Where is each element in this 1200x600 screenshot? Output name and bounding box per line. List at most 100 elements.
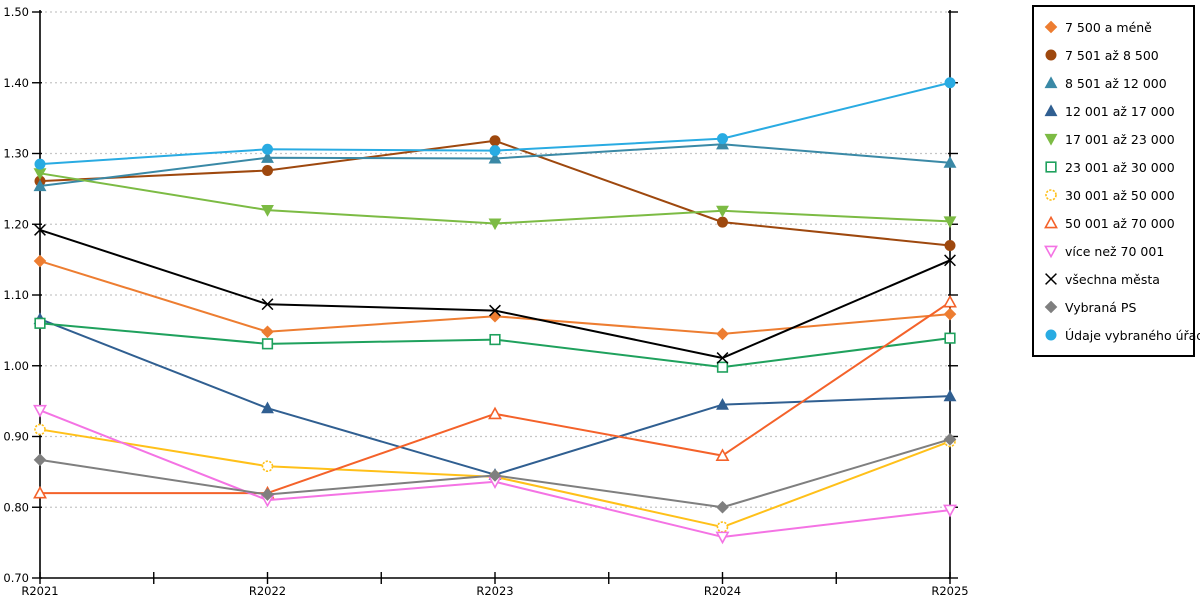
data-point-size-17001-23000-R2022 [261,205,274,217]
legend-label: 12 001 až 17 000 [1065,103,1175,119]
data-point-size-7500-and-less-R2022 [261,325,274,339]
legend-label: Vybraná PS [1065,299,1137,315]
data-point-size-23001-30000-R2023 [489,333,501,346]
legend-item-size-30001-50000: 30 001 až 50 000 [1043,184,1185,206]
y-tick-label: 1.20 [3,217,29,231]
data-point-size-7501-8500-R2022 [262,164,273,176]
data-point-selected-ps-R2023 [488,469,502,482]
data-point-size-7500-and-less-R2025 [943,307,957,321]
legend-item-size-12001-17000: 12 001 až 17 000 [1043,100,1185,122]
data-point-selected-office-data-R2021 [34,158,46,170]
legend-item-size-17001-23000: 17 001 až 23 000 [1043,128,1185,150]
data-point-size-7500-and-less-R2024 [716,327,729,341]
legend: 7 500 a méně 7 501 až 8 500 8 501 až 12 00… [1032,5,1200,357]
series-selected-office-data [34,77,956,170]
data-point-size-more-than-70001-R2025 [943,504,957,518]
data-point-selected-office-data-R2023 [489,145,501,157]
legend-marker-circle-icon [1043,327,1059,343]
data-point-size-23001-30000-R2022 [261,338,274,350]
data-point-size-12001-17000-R2022 [261,401,274,414]
legend-label: Údaje vybraného úřadu [1065,327,1200,343]
data-point-size-7501-8500-R2023 [489,135,501,147]
legend-marker-diamond-icon [1043,299,1059,315]
y-tick-label: 0.80 [3,500,29,514]
data-point-size-more-than-70001-R2021 [33,404,47,418]
data-point-size-8501-12000-R2025 [943,156,957,168]
data-point-all-cities-R2021 [34,223,46,236]
data-point-size-12001-17000-R2024 [716,398,729,410]
data-point-selected-ps-R2022 [261,488,274,501]
data-point-size-50001-70000-R2023 [488,406,502,420]
data-point-selected-ps-R2024 [716,500,729,514]
data-point-size-more-than-70001-R2024 [715,531,730,545]
legend-item-selected-office-data: Údaje vybraného úřadu [1043,324,1200,346]
series-size-more-than-70001 [33,404,957,545]
legend-label: 30 001 až 50 000 [1065,187,1175,203]
y-tick-label: 1.00 [3,359,29,373]
legend-label: 23 001 až 30 000 [1065,159,1175,175]
legend-marker-triangle-down-icon [1043,243,1059,259]
data-point-selected-ps-R2025 [943,433,957,446]
data-point-all-cities-R2023 [489,304,501,317]
data-point-selected-office-data-R2024 [717,133,728,145]
data-point-size-50001-70000-R2024 [715,448,730,462]
legend-item-size-7501-8500: 7 501 až 8 500 [1043,44,1185,66]
legend-item-size-7500-and-less: 7 500 a méně [1043,16,1185,38]
data-point-size-50001-70000-R2025 [943,294,957,308]
y-tick-label: 1.30 [3,147,29,161]
data-point-all-cities-R2025 [944,254,956,267]
x-tick-label-R2024: R2024 [704,584,741,598]
legend-marker-x-icon [1043,271,1059,287]
data-point-size-30001-50000-R2022 [261,460,274,473]
data-point-size-17001-23000-R2025 [943,216,957,229]
legend-item-size-23001-30000: 23 001 až 30 000 [1043,156,1185,178]
x-tick-label-R2023: R2023 [476,584,513,598]
legend-marker-triangle-up-icon [1043,75,1059,91]
data-point-selected-office-data-R2025 [944,77,956,89]
data-point-size-8501-12000-R2021 [33,179,47,192]
data-point-all-cities-R2024 [716,352,729,364]
data-point-size-7500-and-less-R2021 [33,254,47,268]
data-point-size-8501-12000-R2023 [488,151,502,164]
data-point-size-23001-30000-R2021 [34,317,46,329]
data-point-size-7501-8500-R2024 [717,216,728,228]
series-line-size-17001-23000 [39,172,951,225]
y-tick-label: 1.10 [3,288,29,302]
series-size-50001-70000 [33,294,957,499]
legend-marker-triangle-up-icon [1043,215,1059,231]
legend-item-all-cities: všechna města [1043,268,1185,290]
series-line-size-23001-30000 [39,322,951,369]
y-tick-label: 0.90 [3,430,29,444]
legend-label: 7 501 až 8 500 [1065,47,1159,63]
series-selected-ps [33,433,957,514]
data-point-all-cities-R2022 [261,298,274,311]
data-point-size-8501-12000-R2022 [261,151,274,163]
legend-label: všechna města [1065,271,1160,287]
data-point-selected-ps-R2021 [33,453,47,467]
data-point-size-23001-30000-R2024 [716,361,729,373]
y-tick-label: 1.50 [3,5,29,19]
legend-item-size-8501-12000: 8 501 až 12 000 [1043,72,1185,94]
legend-label: více než 70 001 [1065,243,1165,259]
x-tick-label-R2021: R2021 [21,584,58,598]
legend-marker-circle-icon [1043,47,1059,63]
series-line-size-7500-and-less [39,260,951,335]
data-point-size-17001-23000-R2024 [716,205,729,218]
legend-item-selected-ps: Vybraná PS [1043,296,1185,318]
data-point-size-7501-8500-R2025 [944,239,956,251]
legend-marker-triangle-up-icon [1043,103,1059,119]
data-point-size-17001-23000-R2023 [488,218,502,231]
legend-marker-circle-icon [1043,187,1059,203]
series-size-23001-30000 [34,317,956,373]
x-tick-label-R2022: R2022 [249,584,286,598]
series-size-7500-and-less [33,254,957,341]
legend-item-size-more-than-70001: více než 70 001 [1043,240,1185,262]
legend-label: 8 501 až 12 000 [1065,75,1167,91]
data-point-size-30001-50000-R2021 [34,423,46,436]
legend-label: 50 001 až 70 000 [1065,215,1175,231]
x-tick-label-R2025: R2025 [931,584,968,598]
legend-marker-diamond-icon [1043,19,1059,35]
series-all-cities [34,223,956,364]
